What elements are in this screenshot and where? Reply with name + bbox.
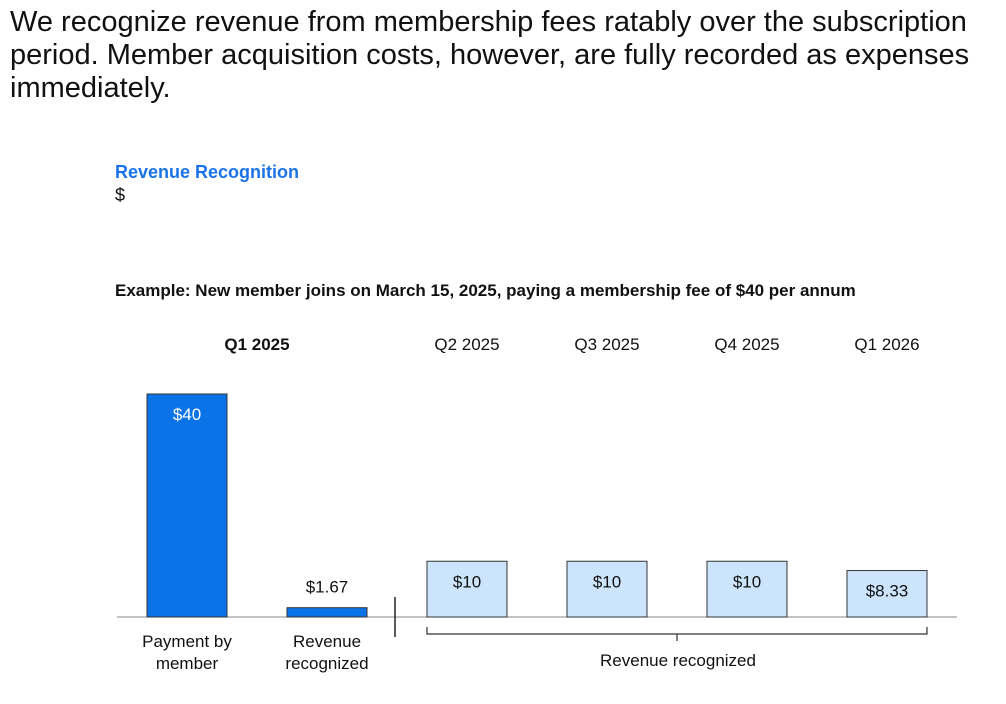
- bar: [566, 560, 648, 618]
- period-label: Q1 2025: [224, 335, 289, 354]
- bar: [146, 393, 228, 618]
- category-label: Payment by: [142, 632, 232, 651]
- bracket-label: Revenue recognized: [600, 651, 756, 670]
- bar: [846, 570, 928, 618]
- chart-subtitle: Example: New member joins on March 15, 2…: [115, 281, 856, 300]
- bar: [286, 607, 368, 618]
- chart-title: Revenue Recognition: [115, 162, 300, 182]
- category-label: recognized: [285, 654, 368, 673]
- bar-value-label: $10: [593, 572, 621, 591]
- period-label: Q2 2025: [434, 335, 499, 354]
- bar-value-label: $40: [173, 405, 201, 424]
- bar: [426, 560, 508, 618]
- bar-value-label: $8.33: [866, 582, 909, 601]
- headline: We recognize revenue from membership fee…: [10, 6, 970, 104]
- bar: [706, 560, 788, 618]
- category-label: Revenue: [293, 632, 361, 651]
- bar-value-label: $1.67: [306, 578, 349, 597]
- category-label: member: [156, 654, 219, 673]
- period-label: Q3 2025: [574, 335, 639, 354]
- bar-value-label: $10: [733, 572, 761, 591]
- period-label: Q1 2026: [854, 335, 919, 354]
- bar-value-label: $10: [453, 572, 481, 591]
- bracket: [426, 627, 928, 641]
- period-label: Q4 2025: [714, 335, 779, 354]
- chart-unit: $: [115, 185, 126, 205]
